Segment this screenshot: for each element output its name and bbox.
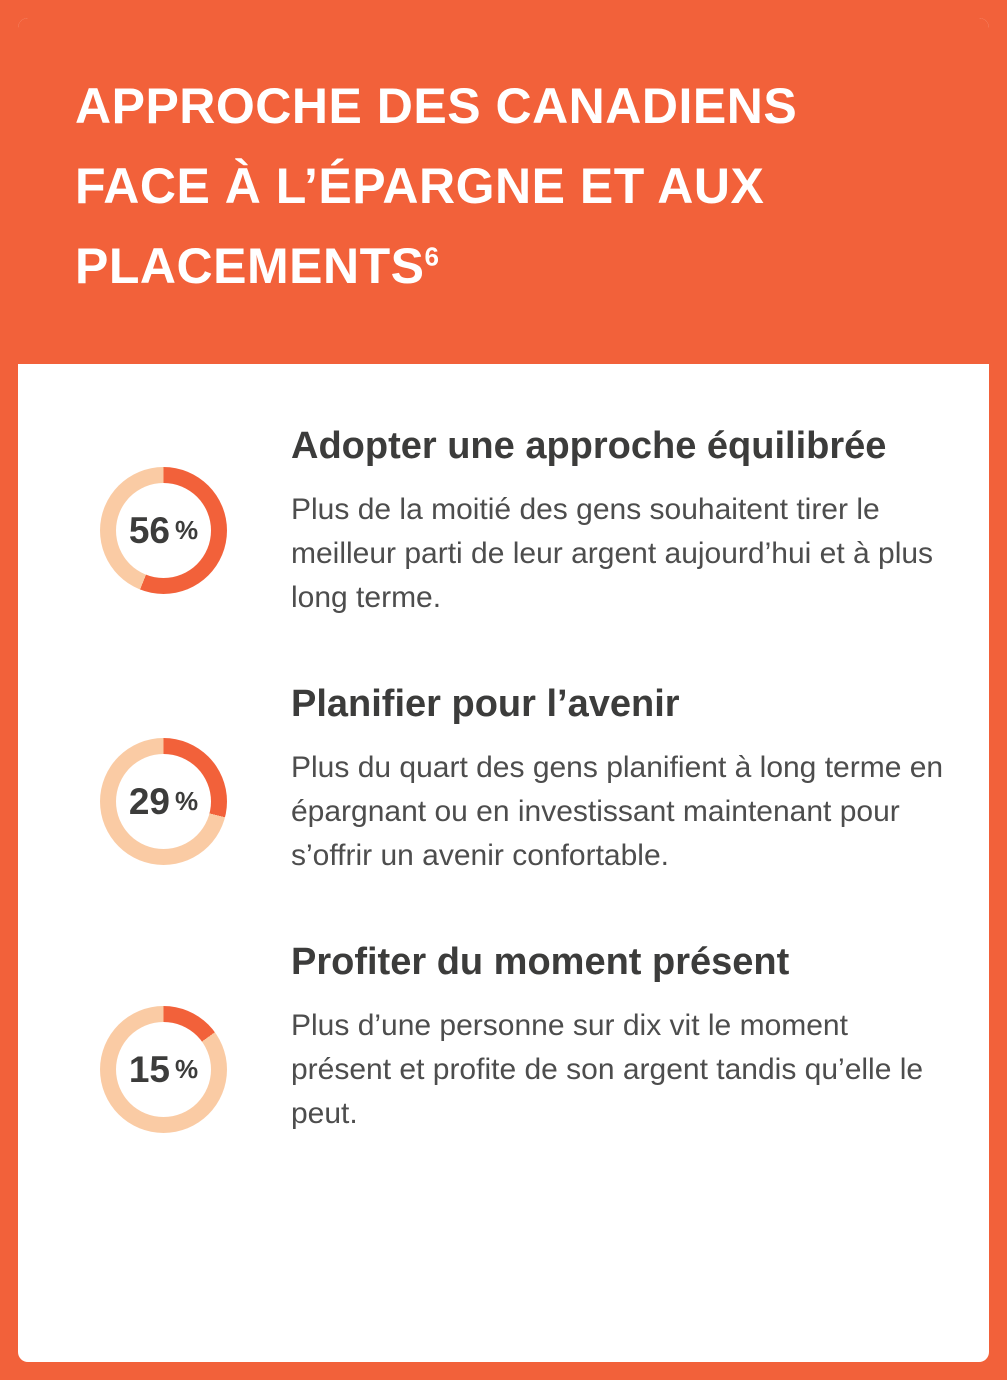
page-title: APPROCHE DES CANADIENS FACE À L’ÉPARGNE … xyxy=(75,66,929,306)
stat-title: Profiter du moment présent xyxy=(291,941,790,983)
percent-symbol: % xyxy=(175,786,199,816)
stat-text-column: Profiter du moment présent Plus d’une pe… xyxy=(291,938,956,1136)
stats-content: 56 % Adopter une approche équilibrée Plu… xyxy=(18,364,989,1362)
donut-column: 29 % xyxy=(100,738,227,878)
header: APPROCHE DES CANADIENS FACE À L’ÉPARGNE … xyxy=(18,18,989,364)
title-line-1: APPROCHE DES CANADIENS xyxy=(75,78,798,134)
title-line-3: PLACEMENTS6 xyxy=(75,226,929,306)
donut-chart-56: 56 % xyxy=(100,467,227,594)
donut-chart-15: 15 % xyxy=(100,1006,227,1133)
stat-row-balanced-approach: 56 % Adopter une approche équilibrée Plu… xyxy=(18,422,989,620)
percent-value: 29 xyxy=(128,780,171,822)
donut-center: 29 % xyxy=(116,754,211,849)
footnote-marker: 6 xyxy=(424,241,440,272)
donut-column: 56 % xyxy=(100,467,227,620)
stat-text-column: Planifier pour l’avenir Plus du quart de… xyxy=(291,680,956,878)
percent-symbol: % xyxy=(175,515,199,545)
title-line-3-text: PLACEMENTS xyxy=(75,238,425,294)
stat-description: Plus d’une personne sur dix vit le momen… xyxy=(291,1009,924,1130)
stat-text-column: Adopter une approche équilibrée Plus de … xyxy=(291,422,956,620)
percent-value: 56 xyxy=(128,509,171,551)
percent-symbol: % xyxy=(175,1054,199,1084)
donut-chart-29: 29 % xyxy=(100,738,227,865)
title-line-2: FACE À L’ÉPARGNE ET AUX xyxy=(75,158,765,214)
stat-description: Plus du quart des gens planifient à long… xyxy=(291,751,944,872)
stat-title: Planifier pour l’avenir xyxy=(291,683,680,725)
percent-value: 15 xyxy=(128,1048,171,1090)
stat-row-enjoy-present: 15 % Profiter du moment présent Plus d’u… xyxy=(18,938,989,1136)
stat-title: Adopter une approche équilibrée xyxy=(291,425,887,467)
stat-description: Plus de la moitié des gens souhaitent ti… xyxy=(291,493,934,614)
donut-center: 56 % xyxy=(116,483,211,578)
donut-center: 15 % xyxy=(116,1022,211,1117)
stat-row-plan-future: 29 % Planifier pour l’avenir Plus du qua… xyxy=(18,680,989,878)
infographic-card: APPROCHE DES CANADIENS FACE À L’ÉPARGNE … xyxy=(18,18,989,1362)
donut-column: 15 % xyxy=(100,1006,227,1136)
